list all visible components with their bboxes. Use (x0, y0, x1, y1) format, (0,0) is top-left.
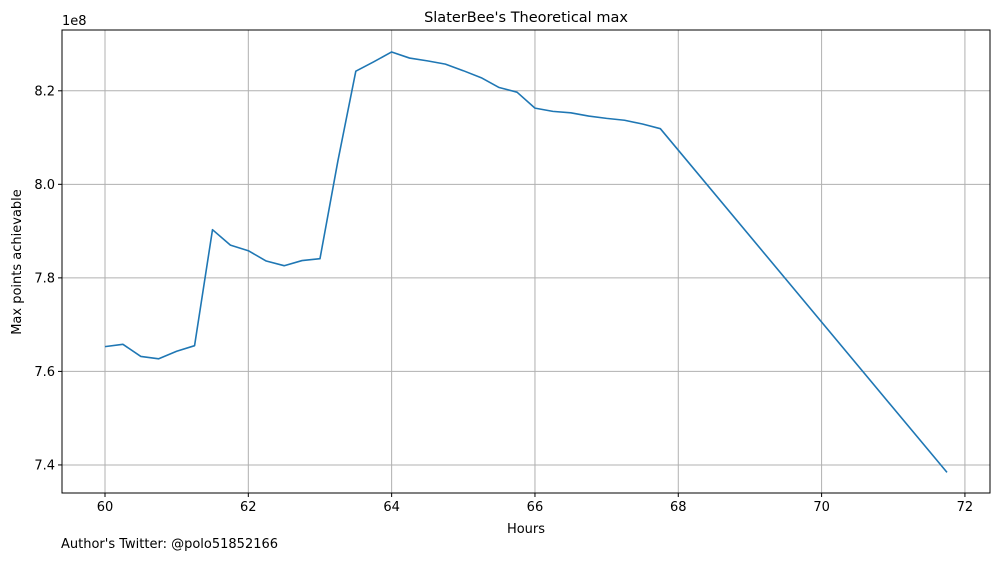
x-tick-label: 70 (813, 500, 830, 515)
x-tick-label: 60 (97, 500, 114, 515)
x-tick-label: 66 (527, 500, 544, 515)
y-tick-label: 7.6 (34, 365, 55, 380)
x-tick-label: 62 (240, 500, 257, 515)
x-axis-label: Hours (507, 522, 545, 537)
y-tick-label: 8.0 (34, 178, 55, 193)
y-axis: 7.4 7.6 7.8 8.0 8.2 (34, 84, 62, 473)
y-tick-label: 7.4 (34, 458, 55, 473)
x-tick-label: 68 (670, 500, 687, 515)
grid-lines (62, 30, 990, 493)
y-axis-label: Max points achievable (10, 189, 25, 335)
series-group (104, 51, 948, 473)
x-tick-label: 64 (383, 500, 400, 515)
y-tick-label: 8.2 (34, 84, 55, 99)
x-axis: 60 62 64 66 68 70 72 (97, 493, 973, 515)
chart-title: SlaterBee's Theoretical max (424, 10, 628, 26)
y-axis-offset-label: 1e8 (62, 14, 87, 29)
x-tick-label: 72 (957, 500, 974, 515)
author-footnote: Author's Twitter: @polo51852166 (61, 537, 279, 552)
plot-frame (61, 29, 991, 494)
y-tick-label: 7.8 (34, 271, 55, 286)
series-line (104, 51, 948, 473)
